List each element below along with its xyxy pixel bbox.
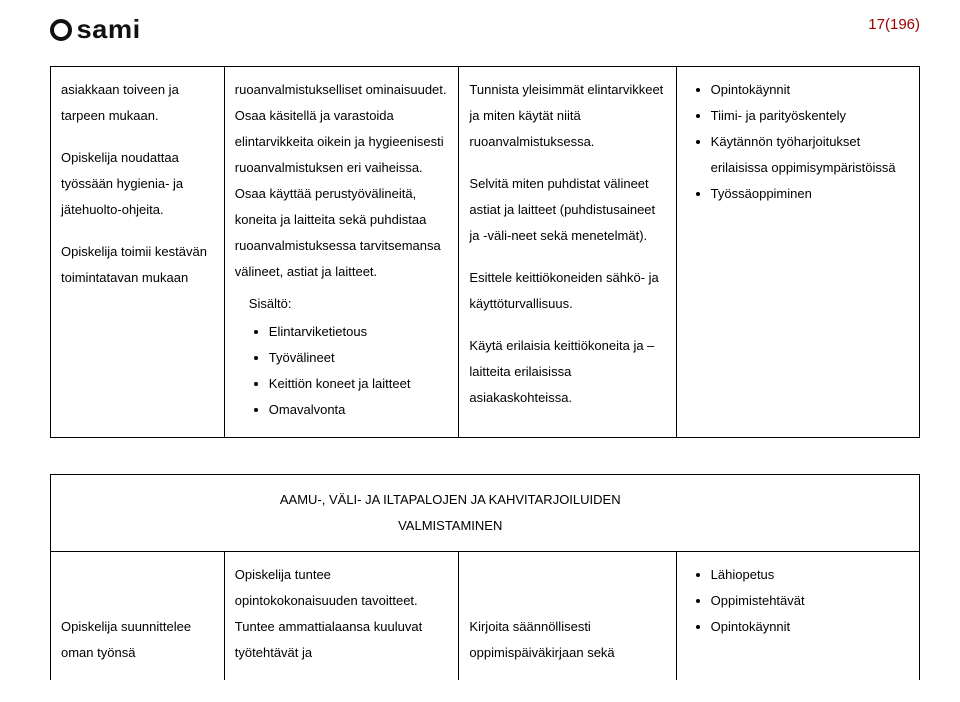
list-item: Opintokäynnit — [711, 77, 909, 103]
table-row: asiakkaan toiveen ja tarpeen mukaan. Opi… — [51, 67, 920, 438]
list-item: Keittiön koneet ja laitteet — [269, 371, 449, 397]
paragraph: Selvitä miten puhdistat välineet astiat … — [469, 171, 665, 249]
content-label: Sisältö: — [235, 291, 449, 317]
cell-col1: Opiskelija suunnittelee oman työnsä — [51, 552, 225, 681]
paragraph: Kirjoita säännöllisesti oppimispäiväkirj… — [469, 619, 614, 660]
paragraph: Opiskelija tuntee opintokokonaisuuden ta… — [235, 567, 422, 660]
logo-mark-icon — [50, 19, 72, 41]
section-title-line2: VALMISTAMINEN — [234, 513, 666, 539]
list-item: Omavalvonta — [269, 397, 449, 423]
table-row: Opiskelija suunnittelee oman työnsä Opis… — [51, 552, 920, 681]
page-number: 17(196) — [868, 16, 920, 33]
table-header-row: AAMU-, VÄLI- JA ILTAPALOJEN JA KAHVITARJ… — [51, 475, 920, 552]
list-item: Elintarviketietous — [269, 319, 449, 345]
logo-text: sami — [76, 14, 140, 45]
header-spacer — [51, 475, 225, 552]
curriculum-table-2: AAMU-, VÄLI- JA ILTAPALOJEN JA KAHVITARJ… — [50, 474, 920, 680]
cell-col2: ruoanvalmistukselliset ominaisuudet. Osa… — [224, 67, 459, 438]
methods-list: Opintokäynnit Tiimi- ja parityöskentely … — [687, 77, 909, 207]
content-list: Elintarviketietous Työvälineet Keittiön … — [235, 319, 449, 423]
paragraph: ruoanvalmistukselliset ominaisuudet. Osa… — [235, 77, 449, 285]
list-item: Lähiopetus — [711, 562, 909, 588]
cell-col4: Opintokäynnit Tiimi- ja parityöskentely … — [676, 67, 919, 438]
paragraph: Käytä erilaisia keittiökoneita ja –laitt… — [469, 333, 665, 411]
cell-col4: Lähiopetus Oppimistehtävät Opintokäynnit — [676, 552, 919, 681]
paragraph: Tunnista yleisimmät elintarvikkeet ja mi… — [469, 77, 665, 155]
logo: sami — [50, 14, 139, 45]
cell-col3: Kirjoita säännöllisesti oppimispäiväkirj… — [459, 552, 676, 681]
section-title-cell: AAMU-, VÄLI- JA ILTAPALOJEN JA KAHVITARJ… — [224, 475, 676, 552]
cell-col2: Opiskelija tuntee opintokokonaisuuden ta… — [224, 552, 459, 681]
list-item: Työvälineet — [269, 345, 449, 371]
list-item: Työssäoppiminen — [711, 181, 909, 207]
cell-col1: asiakkaan toiveen ja tarpeen mukaan. Opi… — [51, 67, 225, 438]
paragraph: Opiskelija toimii kestävän toimintatavan… — [61, 239, 214, 291]
paragraph: Esittele keittiökoneiden sähkö- ja käytt… — [469, 265, 665, 317]
list-item: Oppimistehtävät — [711, 588, 909, 614]
cell-col3: Tunnista yleisimmät elintarvikkeet ja mi… — [459, 67, 676, 438]
content-area: asiakkaan toiveen ja tarpeen mukaan. Opi… — [50, 66, 920, 680]
paragraph: Opiskelija noudattaa työssään hygienia- … — [61, 145, 214, 223]
list-item: Tiimi- ja parityöskentely — [711, 103, 909, 129]
paragraph: Opiskelija suunnittelee oman työnsä — [61, 619, 191, 660]
section-title-line1: AAMU-, VÄLI- JA ILTAPALOJEN JA KAHVITARJ… — [234, 487, 666, 513]
paragraph: asiakkaan toiveen ja tarpeen mukaan. — [61, 77, 214, 129]
curriculum-table-1: asiakkaan toiveen ja tarpeen mukaan. Opi… — [50, 66, 920, 438]
header-spacer — [676, 475, 919, 552]
methods-list: Lähiopetus Oppimistehtävät Opintokäynnit — [687, 562, 909, 640]
list-item: Opintokäynnit — [711, 614, 909, 640]
list-item: Käytännön työharjoitukset erilaisissa op… — [711, 129, 909, 181]
